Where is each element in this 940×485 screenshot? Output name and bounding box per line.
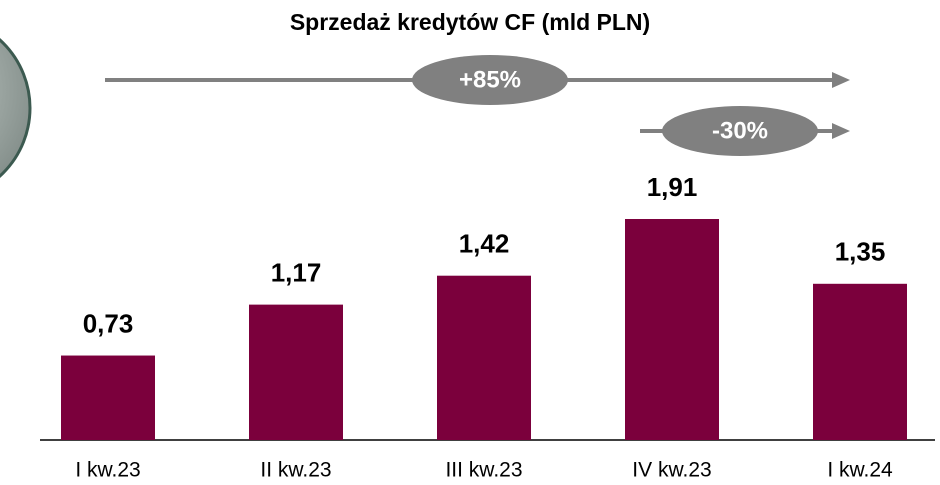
value-label: 1,17 — [271, 257, 322, 287]
chart: Sprzedaż kredytów CF (mld PLN) +85% -30%… — [0, 0, 940, 485]
bar — [61, 356, 155, 440]
bar — [625, 219, 719, 440]
value-label: 1,35 — [835, 237, 886, 267]
x-tick-label: III kw.23 — [445, 459, 522, 482]
annotation: +85% — [459, 66, 521, 93]
value-label: 0,73 — [83, 308, 134, 338]
x-tick-label: IV kw.23 — [632, 459, 711, 482]
annotation: -30% — [712, 117, 768, 144]
growth-arrow: +85% — [105, 55, 850, 105]
x-tick-label: I kw.24 — [827, 459, 893, 482]
bar — [437, 276, 531, 440]
value-label: 1,91 — [647, 172, 698, 202]
bar — [249, 305, 343, 440]
x-tick-label: II kw.23 — [260, 459, 331, 482]
chart-title: Sprzedaż kredytów CF (mld PLN) — [290, 9, 650, 35]
bar — [813, 284, 907, 440]
x-tick-label: I kw.23 — [75, 459, 140, 482]
change-arrow: -30% — [640, 106, 850, 156]
decoration — [0, 16, 30, 200]
value-label: 1,42 — [459, 229, 510, 259]
